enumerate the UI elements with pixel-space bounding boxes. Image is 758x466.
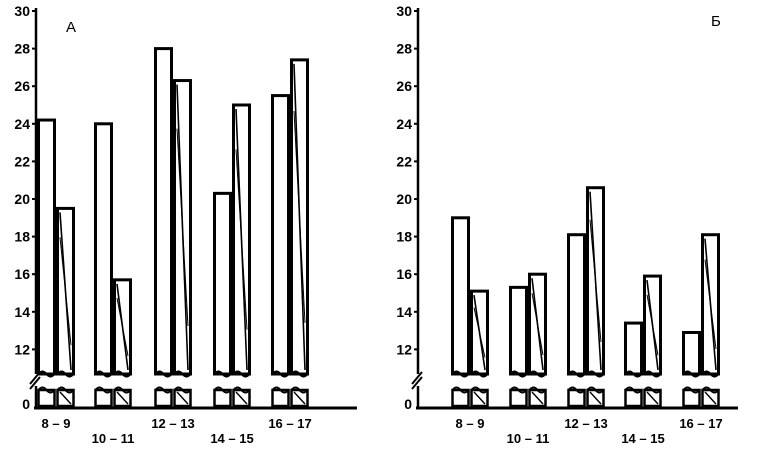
y-tick-label: 18 xyxy=(396,229,412,245)
hatched-bar xyxy=(290,58,309,408)
y-tick-label: 24 xyxy=(396,116,412,132)
hatched-bar xyxy=(232,103,251,408)
y-tick-label: 28 xyxy=(396,41,412,57)
plain-bar xyxy=(567,233,586,408)
plain-bar xyxy=(451,216,470,408)
y-tick-label: 30 xyxy=(14,3,30,19)
plain-bar xyxy=(94,122,113,408)
y-tick-label: 12 xyxy=(396,341,412,357)
plain-bar xyxy=(624,321,643,408)
x-category-label: 12 – 13 xyxy=(151,416,194,431)
y-tick-label: 16 xyxy=(14,266,30,282)
plain-bar xyxy=(213,191,232,408)
y-tick-label: 22 xyxy=(14,153,30,169)
y-tick-label: 0 xyxy=(404,396,412,412)
hatched-bar xyxy=(173,79,192,408)
x-category-label: 10 – 11 xyxy=(507,431,550,446)
x-category-label: 12 – 13 xyxy=(564,416,607,431)
y-tick-label: 20 xyxy=(14,191,30,207)
x-category-label: 16 – 17 xyxy=(679,416,722,431)
x-category-label: 14 – 15 xyxy=(621,431,664,446)
panel-a-label: А xyxy=(66,19,76,36)
plain-bar xyxy=(509,285,528,408)
y-tick-label: 22 xyxy=(396,153,412,169)
hatched-bar xyxy=(56,206,75,408)
x-category-label: 14 – 15 xyxy=(210,431,253,446)
axis-break-mark xyxy=(29,376,41,390)
hatched-bar xyxy=(113,278,132,408)
plain-bar xyxy=(37,118,56,408)
x-category-label: 8 – 9 xyxy=(42,416,71,431)
y-tick-label: 14 xyxy=(14,304,30,320)
y-tick-label: 26 xyxy=(14,78,30,94)
x-category-label: 10 – 11 xyxy=(92,431,135,446)
plain-bar xyxy=(271,94,290,408)
y-tick-label: 18 xyxy=(14,229,30,245)
hatched-bar xyxy=(528,272,547,408)
x-category-label: 8 – 9 xyxy=(456,416,485,431)
y-tick-label: 12 xyxy=(14,341,30,357)
y-tick-label: 28 xyxy=(14,41,30,57)
y-tick-label: 14 xyxy=(396,304,412,320)
y-tick-label: 20 xyxy=(396,191,412,207)
y-tick-label: 24 xyxy=(14,116,30,132)
y-tick-label: 0 xyxy=(22,396,30,412)
hatched-bar xyxy=(701,233,720,408)
panel-b-chart: Б 0 12 14 16 18 20 22 24 26 28 30 8 – 9 10 – 11 12 – … xyxy=(396,3,738,446)
y-tick-label: 26 xyxy=(396,78,412,94)
hatched-bar xyxy=(643,274,662,408)
axis-break-mark xyxy=(411,376,423,390)
y-tick-label: 16 xyxy=(396,266,412,282)
plain-bar xyxy=(154,47,173,408)
plain-bar xyxy=(682,330,701,408)
panel-a-chart: А 0 12 14 16 18 20 22 24 26 28 30 8 – 9 10 – 11 12 – … xyxy=(14,3,357,446)
axis-break-mark xyxy=(411,371,423,385)
y-tick-label: 30 xyxy=(396,3,412,19)
x-category-label: 16 – 17 xyxy=(268,416,311,431)
hatched-bar xyxy=(470,289,489,408)
hatched-bar xyxy=(586,186,605,408)
panel-b-label: Б xyxy=(711,13,721,30)
